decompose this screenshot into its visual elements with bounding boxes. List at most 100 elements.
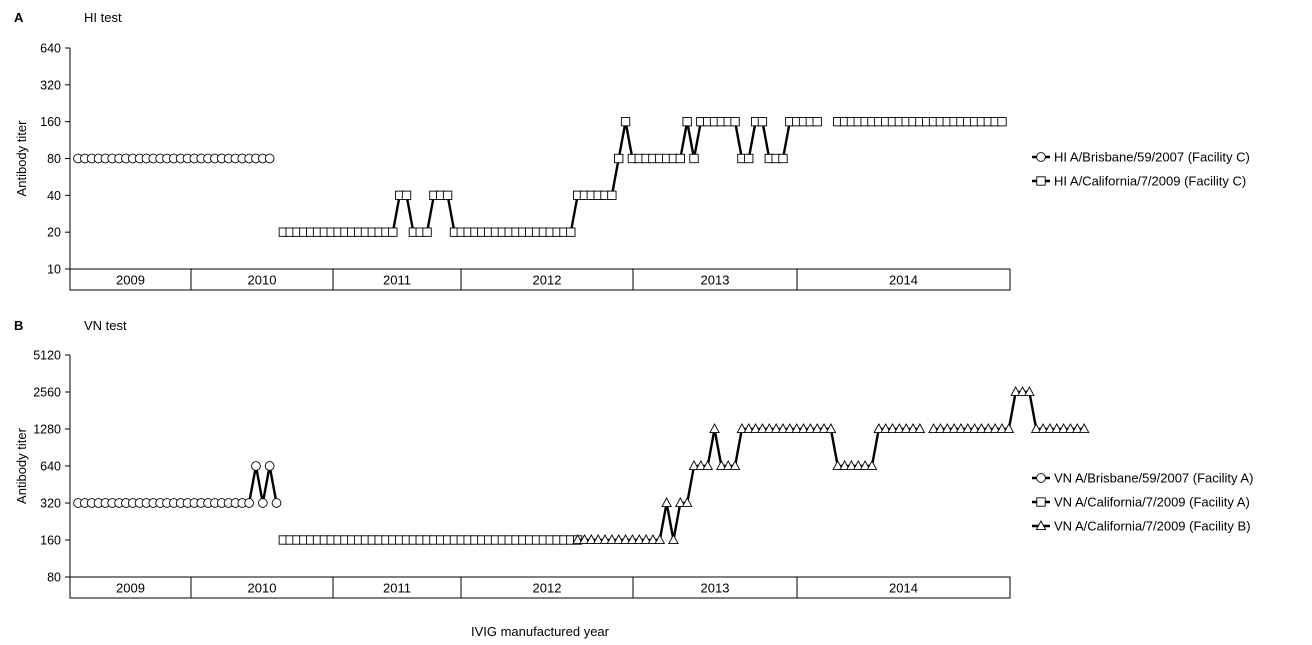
data-point [682,117,692,127]
y-tick-label: 2560 [33,386,61,400]
series-circle [73,153,275,164]
data-point [982,423,994,434]
legend-label: HI A/California/7/2009 (Facility C) [1054,174,1246,189]
year-label: 2009 [116,273,145,288]
data-point [928,423,939,434]
legend-label: HI A/Brisbane/59/2007 (Facility C) [1054,150,1250,165]
data-point [722,460,734,471]
y-axis-label: Antibody titer [14,427,29,504]
legend-marker [1036,497,1046,507]
data-point [866,460,878,471]
y-tick-label: 40 [47,189,61,203]
data-point [1065,423,1076,434]
data-point [778,153,788,164]
data-point [633,534,645,545]
series-line [78,464,278,505]
data-point [585,534,597,545]
data-point [1024,386,1035,397]
data-point [681,497,693,508]
year-label: 2009 [116,581,145,596]
data-point [757,423,768,434]
data-point [1017,386,1028,397]
data-point [736,423,748,434]
data-point [1003,423,1015,434]
year-label: 2013 [701,273,730,288]
data-point [996,423,1008,434]
data-point [688,460,700,471]
data-point [859,460,871,471]
data-point [941,423,953,434]
panel-title: VN test [84,318,127,333]
year-label: 2010 [248,581,277,596]
data-point [257,498,268,508]
y-tick-label: 320 [40,78,61,92]
data-point [914,423,926,434]
data-point [1051,423,1063,434]
data-point [1010,386,1022,397]
data-point [777,423,789,434]
data-point [709,423,720,434]
data-point [716,460,727,471]
data-point [818,423,830,434]
data-point [614,153,624,164]
data-point [620,534,631,545]
legend-entry: VN A/California/7/2009 (Facility B) [1032,519,1251,534]
data-point [893,423,905,434]
legend-marker [1035,520,1047,531]
legend-label: VN A/California/7/2009 (Facility A) [1054,495,1250,510]
legend-label: VN A/Brisbane/59/2007 (Facility A) [1054,471,1253,486]
data-point [900,423,912,434]
data-point [661,497,672,508]
x-axis-title: IVIG manufactured year [471,624,610,639]
year-table [69,576,1011,599]
data-point [572,534,583,545]
data-point [757,117,768,127]
data-point [668,534,679,545]
data-point [695,460,707,471]
data-point [264,153,275,164]
y-axis-label: Antibody titer [14,120,29,197]
chart-panel-a: A HI test 10 20 40 80 160 320 640 Antibody titer 2… [14,10,1250,291]
data-point [729,460,741,471]
data-point [798,423,809,434]
legend-entry: HI A/California/7/2009 (Facility C) [1032,174,1246,189]
legend-marker [1036,473,1046,483]
y-tick-label: 5120 [33,349,61,363]
data-point [880,423,891,434]
data-point [422,227,432,237]
year-label: 2014 [889,581,918,596]
data-point [1058,423,1069,434]
data-point [620,117,631,127]
year-table [69,268,1011,291]
series-line [283,120,818,234]
series-square [278,117,1007,237]
y-tick-label: 80 [47,571,61,585]
data-point [654,534,666,545]
data-point [852,460,864,471]
data-point [607,190,617,200]
data-point [264,461,275,471]
data-point [401,190,412,200]
data-point [811,423,823,434]
chart-panel-b: B VN test 80 160 320 640 1280 2560 5120 Antibody … [14,318,1253,599]
data-point [640,534,652,545]
data-point [592,534,604,545]
data-point [674,497,686,508]
legend-entry: HI A/Brisbane/59/2007 (Facility C) [1032,150,1250,165]
data-point [805,423,816,434]
y-tick-label: 640 [40,42,61,56]
data-point [730,117,740,127]
data-point [955,423,967,434]
data-point [599,534,611,545]
year-label: 2012 [533,581,562,596]
data-point [702,460,714,471]
legend-entry: VN A/Brisbane/59/2007 (Facility A) [1032,471,1253,486]
data-point [566,227,576,237]
data-point [1030,423,1042,434]
data-point [969,423,980,434]
year-label: 2011 [383,273,411,288]
data-point [907,423,919,434]
data-point [887,423,898,434]
legend-marker [1036,176,1046,186]
data-point [825,423,837,434]
